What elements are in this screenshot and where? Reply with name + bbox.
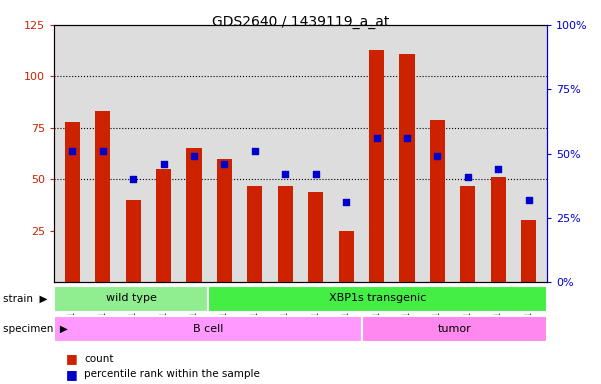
Bar bbox=[490, 177, 506, 282]
Point bbox=[281, 171, 290, 177]
Bar bbox=[247, 185, 263, 282]
Bar bbox=[338, 231, 354, 282]
Text: count: count bbox=[84, 354, 114, 364]
Text: ■: ■ bbox=[66, 368, 78, 381]
Bar bbox=[521, 220, 536, 282]
Text: GDS2640 / 1439119_a_at: GDS2640 / 1439119_a_at bbox=[212, 15, 389, 29]
Bar bbox=[95, 111, 111, 282]
Point bbox=[311, 171, 320, 177]
Point bbox=[159, 161, 168, 167]
Point bbox=[341, 199, 351, 205]
Point bbox=[98, 148, 108, 154]
Bar bbox=[278, 185, 293, 282]
Text: wild type: wild type bbox=[106, 293, 156, 303]
Bar bbox=[54, 316, 362, 342]
Bar bbox=[208, 286, 547, 311]
Point bbox=[524, 197, 534, 203]
Bar bbox=[362, 316, 547, 342]
Text: ■: ■ bbox=[66, 353, 78, 366]
Point bbox=[463, 174, 472, 180]
Text: B cell: B cell bbox=[193, 324, 224, 334]
Bar bbox=[156, 169, 171, 282]
Text: XBP1s transgenic: XBP1s transgenic bbox=[329, 293, 426, 303]
Text: tumor: tumor bbox=[438, 324, 471, 334]
Bar bbox=[65, 122, 80, 282]
Point bbox=[493, 166, 503, 172]
Bar bbox=[217, 159, 232, 282]
Text: strain  ▶: strain ▶ bbox=[3, 293, 47, 304]
Point bbox=[402, 135, 412, 141]
Bar bbox=[54, 286, 208, 311]
Bar bbox=[430, 120, 445, 282]
Point bbox=[129, 176, 138, 182]
Point bbox=[372, 135, 382, 141]
Bar bbox=[400, 54, 415, 282]
Bar bbox=[369, 50, 384, 282]
Text: percentile rank within the sample: percentile rank within the sample bbox=[84, 369, 260, 379]
Point bbox=[67, 148, 77, 154]
Point bbox=[433, 153, 442, 159]
Point bbox=[250, 148, 260, 154]
Point bbox=[219, 161, 229, 167]
Bar bbox=[308, 192, 323, 282]
Bar bbox=[186, 149, 201, 282]
Bar bbox=[460, 185, 475, 282]
Text: specimen  ▶: specimen ▶ bbox=[3, 324, 68, 334]
Point bbox=[189, 153, 199, 159]
Bar bbox=[126, 200, 141, 282]
